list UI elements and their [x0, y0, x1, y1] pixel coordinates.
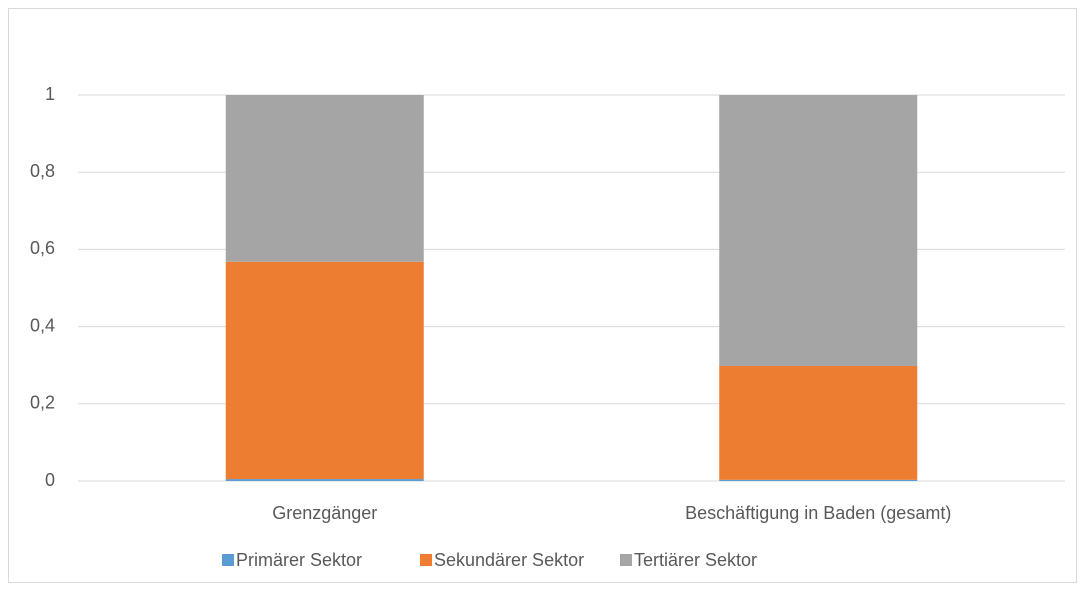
- legend-swatch: [620, 554, 632, 566]
- legend-swatch: [420, 554, 432, 566]
- bar-segment: [719, 95, 918, 366]
- bar-segment: [225, 261, 424, 480]
- bar-segment: [719, 479, 918, 481]
- x-tick-label: Beschäftigung in Baden (gesamt): [685, 503, 951, 523]
- legend-swatch: [222, 554, 234, 566]
- x-tick-label: Grenzgänger: [272, 503, 377, 523]
- legend-label: Sekundärer Sektor: [434, 550, 584, 570]
- y-tick-label: 0,8: [30, 161, 55, 181]
- legend-label: Tertiärer Sektor: [634, 550, 757, 570]
- bar-segment: [225, 479, 424, 481]
- y-tick-label: 0,4: [30, 315, 55, 335]
- y-tick-label: 0,6: [30, 238, 55, 258]
- y-tick-label: 0: [45, 470, 55, 490]
- y-tick-label: 1: [45, 84, 55, 104]
- bar-segment: [225, 95, 424, 262]
- bar-segment: [719, 365, 918, 480]
- y-tick-label: 0,2: [30, 393, 55, 413]
- legend-label: Primärer Sektor: [236, 550, 362, 570]
